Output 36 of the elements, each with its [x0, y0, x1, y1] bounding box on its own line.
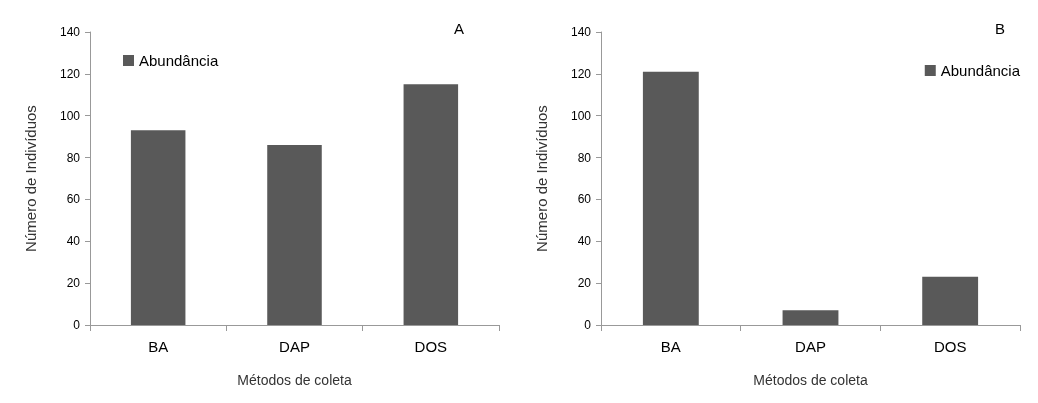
y-tick-label: 20 — [577, 276, 592, 291]
y-tick-label: 60 — [577, 192, 592, 207]
chart-title: B — [995, 20, 1006, 37]
y-tick-label: 120 — [59, 66, 81, 81]
y-axis-title: Número de Indivíduos — [533, 105, 550, 252]
legend-label: Abundância — [940, 62, 1021, 79]
chart-title: A — [454, 20, 465, 37]
y-tick-label: 100 — [570, 108, 592, 123]
y-tick-label: 80 — [577, 150, 592, 165]
x-tick-label: BA — [148, 338, 169, 355]
legend-label: Abundância — [139, 52, 219, 69]
y-tick-label: 140 — [570, 25, 592, 39]
x-tick-label: BA — [660, 338, 681, 355]
bar — [642, 71, 699, 325]
y-tick-label: 100 — [59, 108, 81, 123]
y-tick-label: 140 — [59, 25, 81, 39]
bar — [922, 276, 979, 325]
y-axis-title: Número de Indivíduos — [22, 105, 39, 252]
bar — [130, 130, 186, 325]
x-tick-label: DAP — [795, 338, 826, 355]
y-tick-label: 40 — [577, 234, 592, 249]
y-tick-label: 0 — [584, 318, 592, 332]
y-tick-label: 80 — [66, 150, 81, 165]
y-tick-label: 20 — [66, 276, 81, 291]
bar — [267, 145, 322, 325]
y-tick-label: 0 — [73, 318, 81, 332]
x-axis-title: Métodos de coleta — [237, 372, 352, 388]
x-tick-label: DOS — [414, 338, 448, 355]
y-tick-label: 60 — [66, 192, 81, 207]
y-tick-label: 120 — [570, 66, 592, 81]
x-tick-label: DOS — [933, 338, 967, 355]
bar — [403, 84, 459, 325]
x-tick-label: DAP — [279, 338, 310, 355]
x-axis-title: Métodos de coleta — [753, 372, 868, 388]
y-tick-label: 40 — [66, 234, 81, 249]
bar — [782, 310, 839, 325]
